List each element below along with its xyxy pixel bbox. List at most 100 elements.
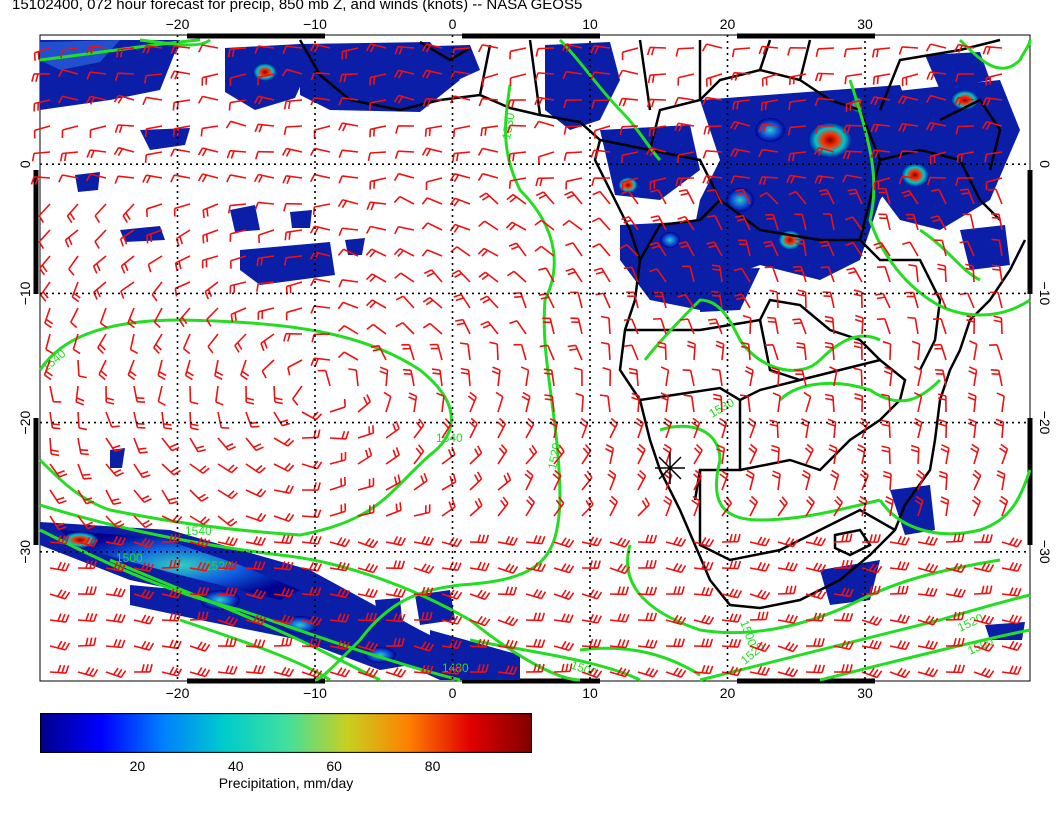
- wind-barb: [662, 443, 672, 465]
- wind-barb: [706, 241, 723, 257]
- wind-barb: [749, 561, 770, 572]
- wind-barb: [744, 366, 754, 387]
- wind-barb: [982, 45, 1003, 55]
- wind-barb: [245, 536, 266, 546]
- wind-barb: [301, 411, 323, 421]
- wind-barb: [732, 99, 751, 110]
- wind-barb: [533, 120, 555, 129]
- wind-barb: [175, 229, 191, 247]
- wind-barb: [393, 69, 415, 79]
- wind-barb: [393, 172, 415, 181]
- wind-barb: [245, 638, 266, 649]
- wind-barb: [253, 95, 275, 105]
- wind-barb: [33, 47, 51, 61]
- wind-barb: [182, 333, 191, 355]
- wind-barb: [562, 70, 583, 80]
- wind-barb: [1001, 614, 1023, 625]
- wind-barb: [105, 535, 126, 546]
- wind-barb: [480, 320, 499, 335]
- wind-barb: [189, 437, 207, 453]
- wind-barb: [97, 333, 107, 355]
- wind-barb: [801, 469, 811, 491]
- wind-barb: [814, 175, 835, 185]
- wind-barb: [663, 495, 673, 517]
- wind-barb: [716, 444, 726, 465]
- wind-barb: [77, 536, 99, 548]
- wind-barb: [907, 316, 919, 335]
- wind-barb: [402, 368, 415, 387]
- wind-barb: [917, 536, 938, 546]
- wind-barb: [711, 290, 723, 309]
- wind-barb: [990, 212, 1003, 231]
- wind-barb: [357, 537, 379, 549]
- wind-barb: [337, 325, 359, 335]
- wind-barb: [854, 393, 864, 413]
- wind-barb: [189, 667, 211, 678]
- wind-barb: [114, 175, 135, 184]
- wind-barb: [637, 497, 650, 517]
- lon-tick-label: 20: [720, 685, 736, 700]
- wind-barb: [637, 639, 658, 649]
- wind-barb: [77, 586, 97, 596]
- wind-barb: [161, 666, 183, 677]
- wind-barb: [245, 463, 266, 474]
- wind-barb: [284, 255, 303, 266]
- wind-barb: [945, 562, 967, 574]
- wind-barb: [161, 533, 181, 543]
- wind-barb: [469, 471, 483, 491]
- wind-barb: [805, 562, 827, 573]
- wind-barb: [702, 149, 723, 159]
- wind-barb: [421, 222, 443, 231]
- wind-barb: [393, 195, 415, 205]
- wind-barb: [570, 291, 583, 309]
- wind-barb: [254, 45, 275, 54]
- lon-tick-label: −10: [303, 685, 327, 700]
- wind-barb: [649, 241, 667, 257]
- wind-barb: [984, 151, 1003, 163]
- wind-barb: [917, 615, 939, 626]
- wind-barb: [877, 187, 891, 205]
- wind-barb: [563, 99, 583, 109]
- wind-barb: [120, 255, 135, 274]
- wind-barb: [702, 175, 723, 185]
- wind-barb: [683, 394, 695, 413]
- wind-barb: [853, 367, 863, 387]
- wind-barb: [105, 613, 126, 623]
- wind-barb: [329, 640, 350, 651]
- wind-barb: [226, 174, 247, 183]
- wind-barb: [734, 293, 751, 309]
- wind-barb: [702, 96, 723, 106]
- wind-barb: [283, 125, 303, 135]
- wind-barb: [225, 120, 247, 129]
- wind-barb: [822, 291, 835, 309]
- wind-barb: [760, 99, 779, 111]
- contour-label: 1540: [39, 346, 69, 374]
- wind-barb: [383, 391, 392, 413]
- wind-barb: [987, 188, 1003, 205]
- wind-barb: [637, 667, 659, 678]
- lat-tick-label: −30: [17, 540, 33, 564]
- wind-barb: [173, 203, 191, 217]
- wind-barb: [600, 341, 611, 361]
- wind-barb: [795, 238, 807, 257]
- wind-barb: [805, 589, 827, 600]
- wind-barb: [962, 213, 975, 231]
- wind-barb: [161, 411, 173, 430]
- wind-barb: [497, 665, 518, 675]
- wind-barb: [31, 151, 51, 162]
- wind-barb: [357, 504, 375, 517]
- wind-barb: [257, 307, 275, 320]
- wind-barb: [393, 94, 415, 104]
- wind-barb: [771, 470, 781, 491]
- wind-barb: [861, 615, 883, 626]
- wind-barb: [413, 664, 434, 675]
- wind-barb: [889, 640, 910, 651]
- wind-barb: [468, 417, 478, 439]
- wind-barb: [189, 641, 211, 652]
- wind-barb: [845, 99, 863, 113]
- wind-barb: [805, 612, 826, 622]
- wind-barb: [969, 340, 978, 361]
- wind-barb: [875, 292, 891, 309]
- wind-barb: [749, 641, 771, 653]
- wind-barb: [217, 515, 238, 527]
